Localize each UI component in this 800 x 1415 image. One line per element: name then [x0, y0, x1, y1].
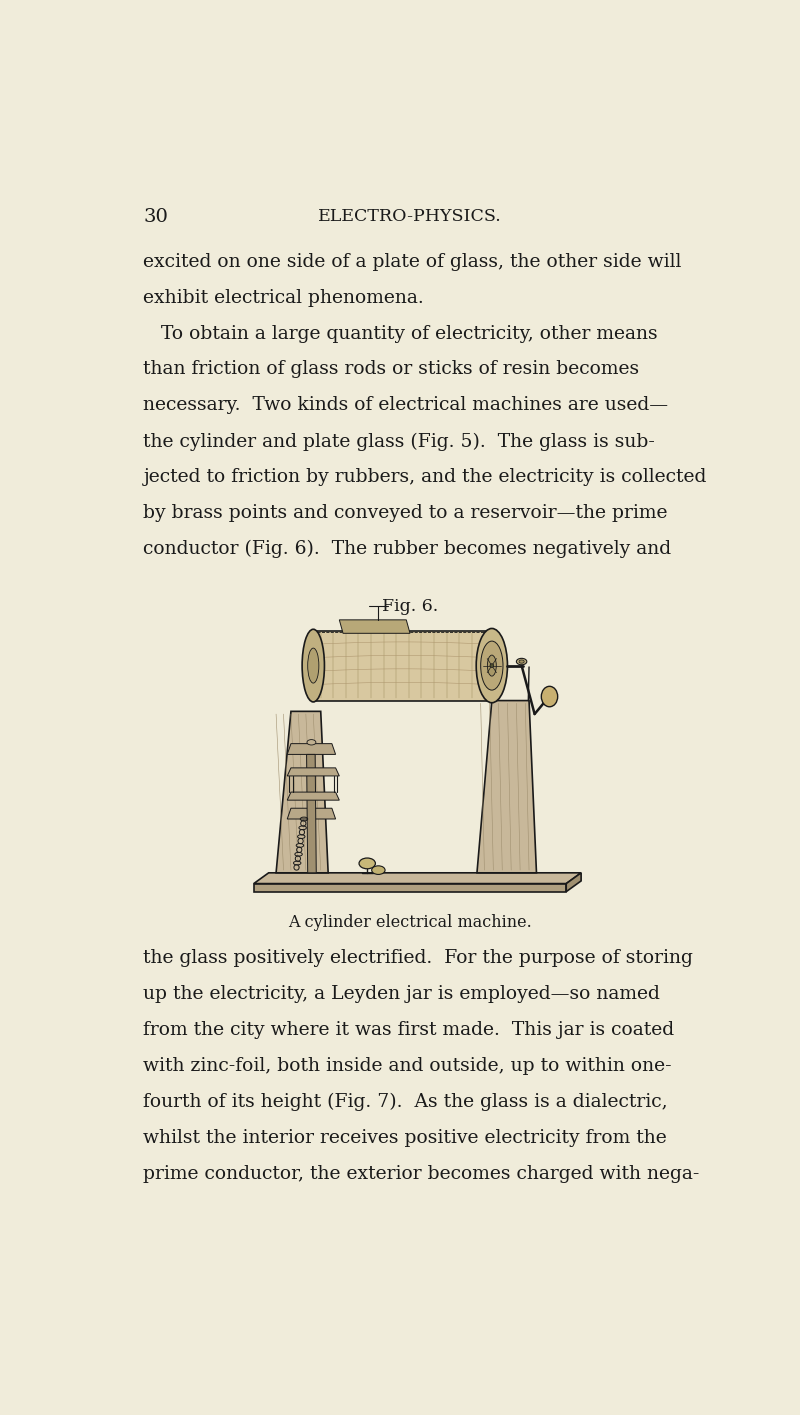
Ellipse shape [308, 648, 319, 683]
Polygon shape [339, 620, 410, 634]
Polygon shape [287, 768, 339, 775]
Text: ELECTRO-PHYSICS.: ELECTRO-PHYSICS. [318, 208, 502, 225]
Text: the glass positively electrified.  For the purpose of storing: the glass positively electrified. For th… [143, 949, 694, 966]
Polygon shape [276, 712, 328, 873]
Ellipse shape [516, 658, 527, 665]
Ellipse shape [519, 659, 524, 664]
Text: conductor (Fig. 6).  The rubber becomes negatively and: conductor (Fig. 6). The rubber becomes n… [143, 541, 671, 559]
Ellipse shape [542, 686, 558, 706]
Text: necessary.  Two kinds of electrical machines are used—: necessary. Two kinds of electrical machi… [143, 396, 669, 415]
Text: by brass points and conveyed to a reservoir—the prime: by brass points and conveyed to a reserv… [143, 504, 668, 522]
Bar [314, 631, 492, 700]
Polygon shape [566, 873, 581, 891]
Text: 30: 30 [143, 208, 168, 226]
Ellipse shape [487, 655, 496, 676]
Polygon shape [254, 873, 581, 883]
Ellipse shape [476, 628, 507, 703]
Text: A cylinder electrical machine.: A cylinder electrical machine. [288, 914, 532, 931]
Polygon shape [254, 883, 566, 891]
Ellipse shape [359, 857, 375, 869]
Ellipse shape [372, 866, 385, 874]
Text: from the city where it was first made.  This jar is coated: from the city where it was first made. T… [143, 1020, 674, 1039]
Text: up the electricity, a Leyden jar is employed—so named: up the electricity, a Leyden jar is empl… [143, 985, 660, 1003]
Text: Fig. 6.: Fig. 6. [382, 599, 438, 616]
Ellipse shape [302, 630, 325, 702]
Text: excited on one side of a plate of glass, the other side will: excited on one side of a plate of glass,… [143, 253, 682, 270]
Polygon shape [477, 700, 537, 873]
Text: prime conductor, the exterior becomes charged with nega-: prime conductor, the exterior becomes ch… [143, 1165, 700, 1183]
Polygon shape [287, 744, 336, 754]
Polygon shape [287, 792, 339, 799]
Text: the cylinder and plate glass (Fig. 5).  The glass is sub-: the cylinder and plate glass (Fig. 5). T… [143, 433, 655, 450]
Text: exhibit electrical phenomena.: exhibit electrical phenomena. [143, 289, 424, 307]
Ellipse shape [481, 641, 503, 691]
Ellipse shape [307, 740, 316, 744]
Text: with zinc-foil, both inside and outside, up to within one-: with zinc-foil, both inside and outside,… [143, 1057, 672, 1075]
Text: jected to friction by rubbers, and the electricity is collected: jected to friction by rubbers, and the e… [143, 468, 706, 487]
Text: fourth of its height (Fig. 7).  As the glass is a dialectric,: fourth of its height (Fig. 7). As the gl… [143, 1092, 668, 1111]
Polygon shape [287, 808, 336, 819]
Polygon shape [306, 754, 316, 873]
Ellipse shape [490, 664, 494, 668]
Text: whilst the interior receives positive electricity from the: whilst the interior receives positive el… [143, 1129, 667, 1146]
Text: than friction of glass rods or sticks of resin becomes: than friction of glass rods or sticks of… [143, 361, 639, 378]
Text: To obtain a large quantity of electricity, other means: To obtain a large quantity of electricit… [143, 324, 658, 342]
